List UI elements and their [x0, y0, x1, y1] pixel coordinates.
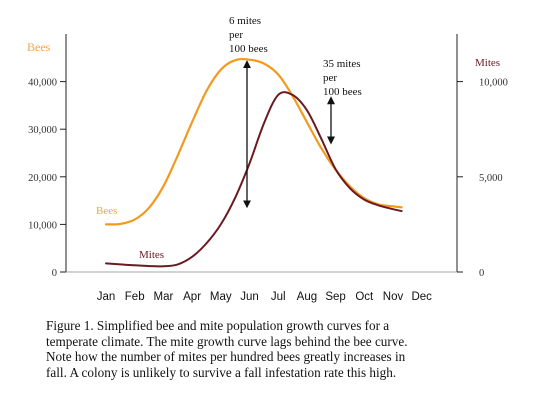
series-label-mites: Mites: [139, 249, 164, 261]
series-line-mites: [105, 91, 403, 268]
annotation-label-6-mites: 6 mites: [229, 15, 261, 27]
annotation-label-6-mites: per: [229, 29, 243, 41]
x-axis-tick-label: Apr: [183, 291, 201, 303]
series-group: [104, 57, 403, 268]
series-label-bees: Bees: [96, 205, 117, 217]
left-axis-tick-label: 30,000: [28, 125, 57, 136]
x-axis-tick-label: Nov: [383, 291, 404, 303]
annotation-label-6-mites: 100 bees: [229, 43, 268, 55]
axes: 0 10,000 20,000 30,000 40,000 Bees 0 5,000 10,00…: [27, 34, 508, 303]
annotation-label-35-mites: 35 mites: [323, 58, 361, 70]
x-axis-tick-label: Jun: [240, 291, 259, 303]
left-axis-tick-label: 40,000: [28, 78, 57, 89]
x-axis-tick-label: Oct: [355, 291, 374, 303]
x-axis-tick-label: Sep: [325, 291, 345, 303]
right-axis-tick-label: 0: [479, 268, 484, 279]
caption-line-2: temperate climate. The mite growth curve…: [46, 333, 408, 349]
x-axis-tick-label: Jan: [97, 291, 116, 303]
bee-mite-chart: 0 10,000 20,000 30,000 40,000 Bees 0 5,000 10,00…: [27, 15, 508, 303]
right-axis-tick-label: 5,000: [479, 173, 503, 184]
left-axis-tick-label: 20,000: [28, 173, 57, 184]
annotation-label-35-mites: 100 bees: [323, 86, 362, 98]
x-axis-tick-label: Mar: [153, 291, 173, 303]
caption-line-3: Note how the number of mites per hundred…: [46, 349, 406, 365]
x-axis-tick-label: Dec: [411, 291, 432, 303]
left-axis-tick-label: 0: [52, 268, 57, 279]
x-axis-tick-label: Jul: [271, 291, 286, 303]
x-axis-tick-label: Feb: [125, 291, 145, 303]
right-axis-title: Mites: [475, 57, 500, 69]
caption-line-1: Figure 1. Simplified bee and mite popula…: [46, 318, 390, 333]
annotations: Bees Mites 6 mites per 100 bees 35 mites per 10…: [96, 15, 362, 261]
left-axis-title: Bees: [27, 40, 51, 54]
right-axis-tick-label: 10,000: [479, 78, 508, 89]
annotation-label-35-mites: per: [323, 72, 337, 84]
left-axis-tick-label: 10,000: [28, 220, 57, 231]
caption-line-4: fall. A colony is unlikely to survive a …: [46, 364, 397, 380]
figure-caption: Figure 1. Simplified bee and mite popula…: [46, 318, 526, 380]
x-axis-tick-label: Aug: [297, 291, 317, 303]
series-line-bees: [104, 57, 403, 226]
x-axis-tick-label: May: [210, 291, 232, 303]
